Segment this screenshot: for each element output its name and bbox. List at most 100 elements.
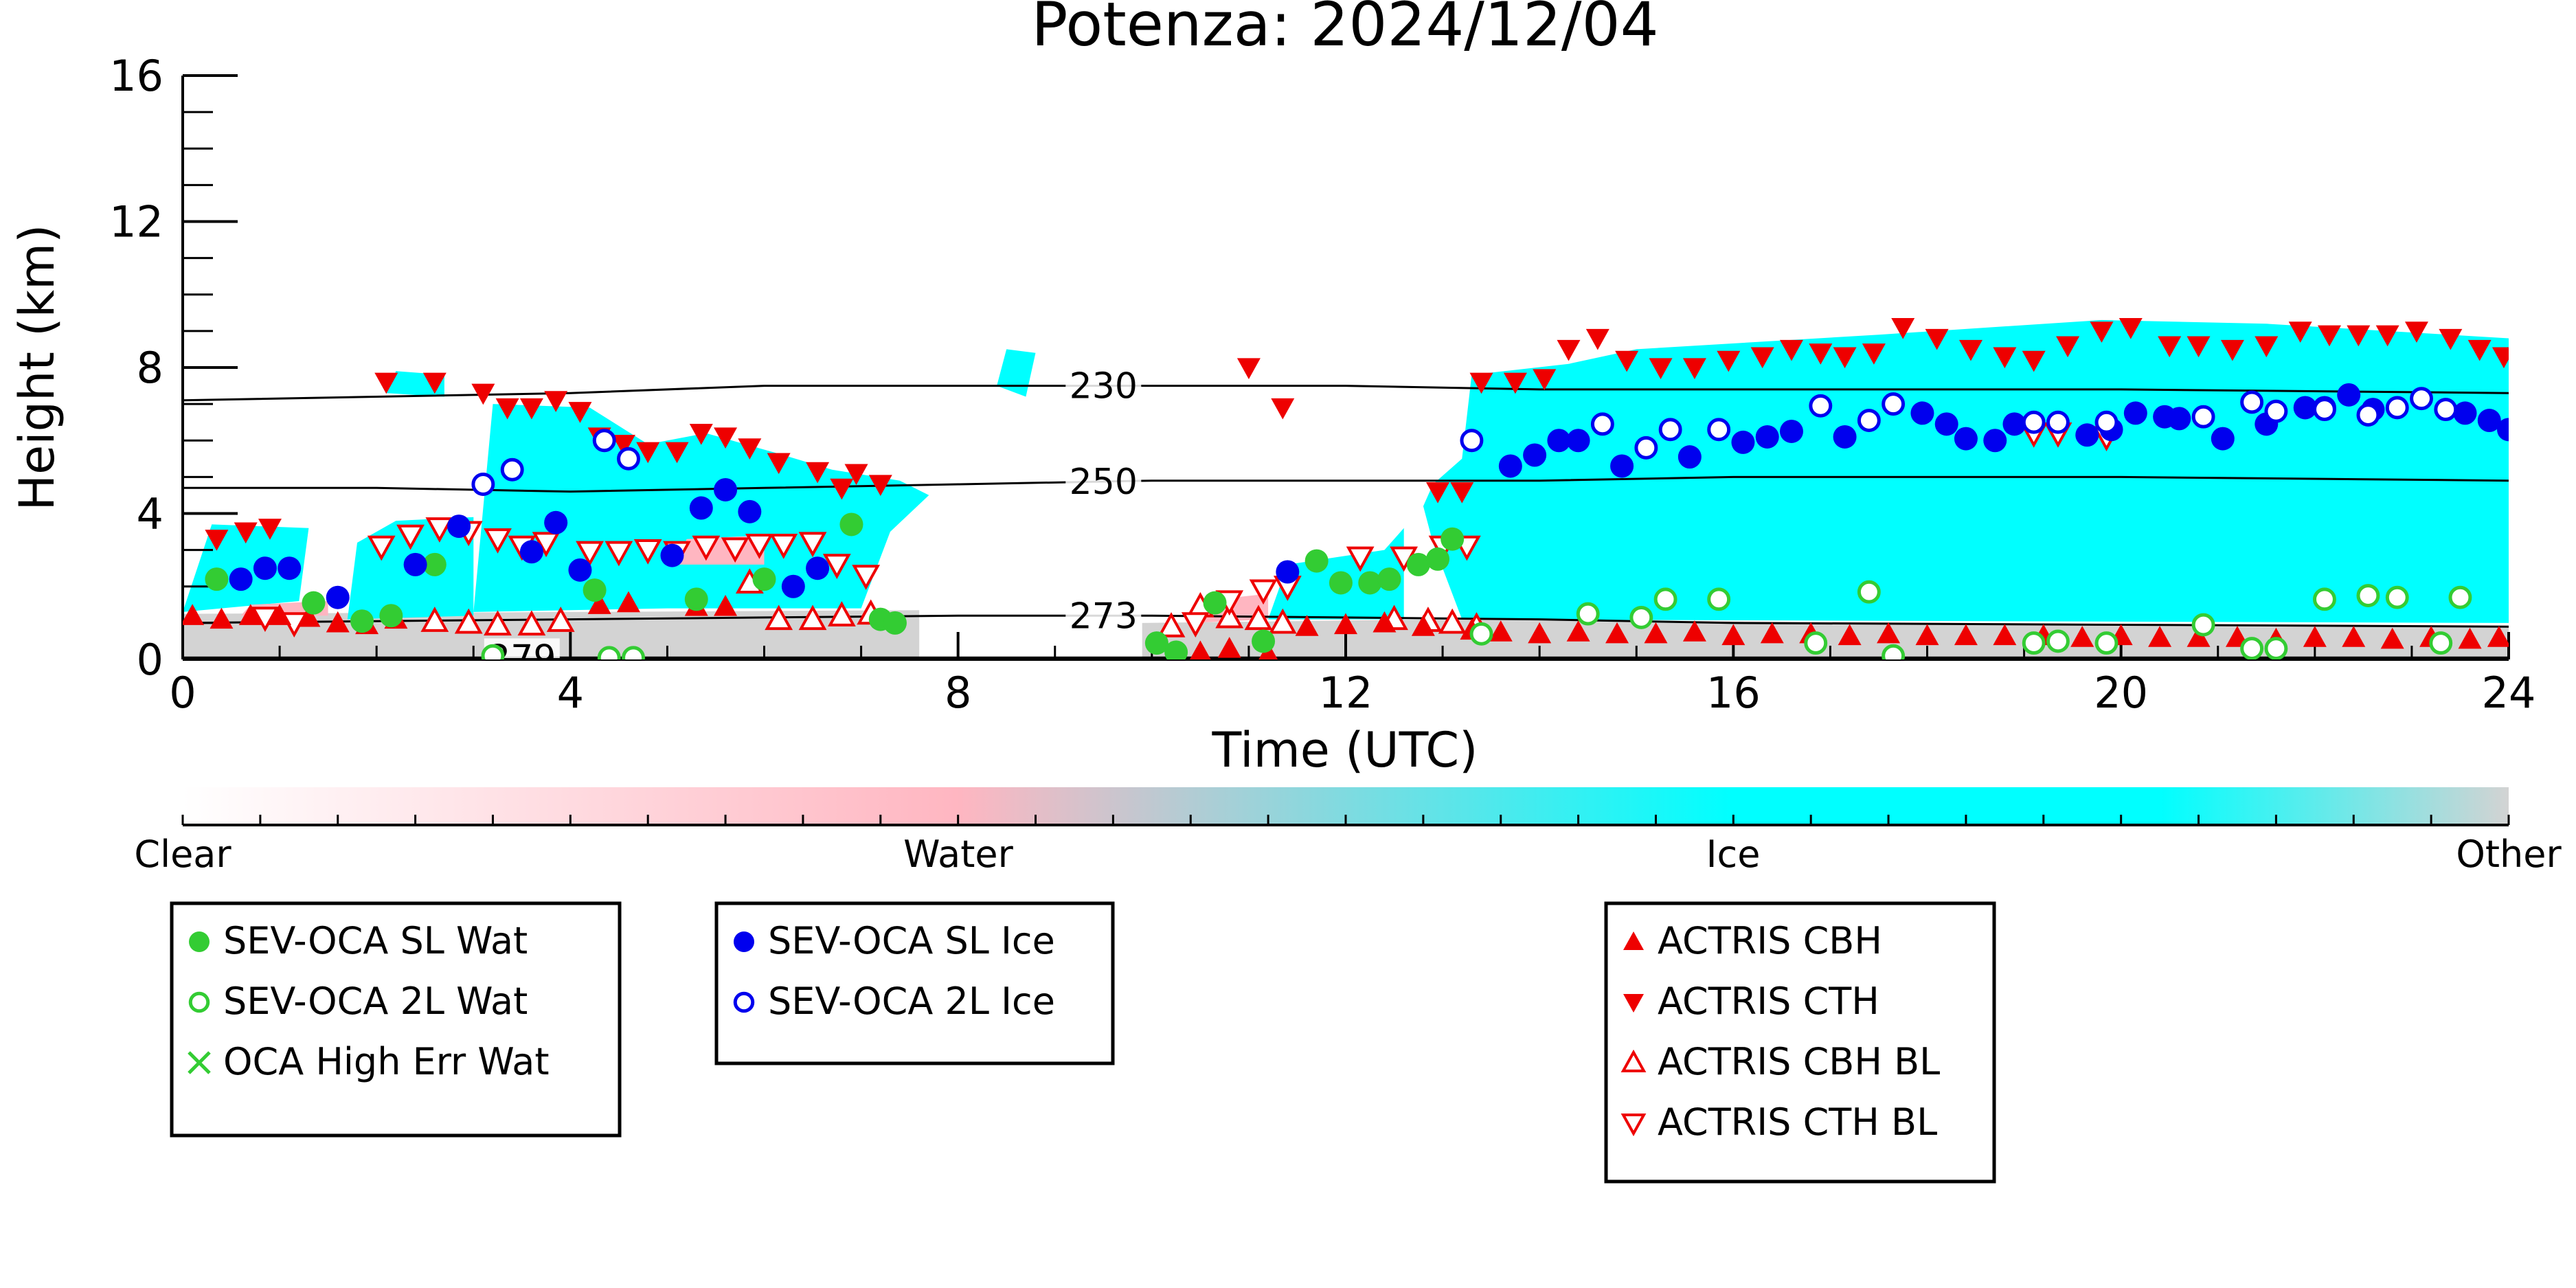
point-actris-cth [2467,339,2492,361]
point-sev-oca-2l-ice [2191,405,2215,429]
point-sev-oca-2l-ice [2434,398,2458,422]
point-sev-oca-sl-wat [1406,552,1430,576]
legend-item-sev-oca-2l-ice: SEV-OCA 2L Ice [768,980,1055,1023]
point-sev-oca-2l-ice [1857,409,1881,432]
point-actris-cbh-bl [1268,608,1297,634]
legend-3: ACTRIS CBH ACTRIS CTH ACTRIS CBH BL ACTRIS … [1604,901,1996,1184]
legend-item-oca-high-err-wat: OCA High Err Wat [223,1040,550,1083]
legend-item-sev-oca-2l-wat: SEV-OCA 2L Wat [223,980,528,1023]
point-actris-cbh-bl [484,610,512,636]
x-tick-label: 8 [945,668,971,718]
cloud-region-8 [1423,319,2509,623]
point-sev-oca-sl-ice [1547,429,1571,453]
legend-marker-sev-oca-sl-ice [734,931,754,952]
point-actris-cth [2317,325,2341,347]
point-sev-oca-sl-ice [2211,427,2235,451]
point-actris-cth [422,372,447,394]
point-sev-oca-sl-ice [447,515,471,539]
point-sev-oca-2l-ice [2094,410,2119,434]
x-tick-label: 12 [1319,668,1373,718]
point-sev-oca-sl-wat [1358,571,1382,595]
point-sev-oca-sl-ice [1954,427,1978,451]
point-actris-cth [1426,482,1450,504]
point-sev-oca-2l-wat [1653,587,1677,611]
point-actris-cbh [1721,624,1745,646]
point-sev-oca-2l-ice [592,429,616,453]
point-actris-cbh [238,604,262,625]
point-actris-cth [1236,358,1261,379]
point-sev-oca-2l-wat [2046,629,2070,653]
x-tick-label: 4 [557,668,584,718]
point-sev-oca-sl-ice [1934,412,1958,436]
point-sev-oca-sl-ice [2453,401,2477,425]
point-actris-cbh [1644,622,1668,644]
colorbar-label-water: Water [903,833,1013,876]
point-actris-cth [568,402,592,423]
point-actris-cth [1271,398,1295,420]
point-sev-oca-sl-wat [1329,571,1353,595]
point-actris-cbh-bl [827,601,856,626]
point-actris-cbh-bl [1215,602,1244,629]
point-actris-cbh [1334,613,1357,635]
point-actris-cth [234,522,258,544]
point-sev-oca-2l-ice [2022,410,2046,434]
point-actris-cbh [1190,640,1211,659]
point-actris-cbh [2487,626,2509,647]
point-sev-oca-2l-wat [1707,587,1731,611]
point-sev-oca-sl-ice [2293,396,2317,420]
point-actris-cth-bl [532,532,561,558]
point-sev-oca-2l-ice [2240,390,2264,414]
point-actris-cth [738,438,762,460]
contour-230 [183,385,2509,402]
point-sev-oca-sl-ice [1566,429,1590,453]
point-sev-oca-sl-ice [1523,443,1547,467]
point-sev-oca-sl-ice [1677,445,1702,469]
point-actris-cbh-bl [765,605,793,631]
point-actris-cth-bl [692,535,721,561]
legend-marker-actris-cth-bl [1620,1114,1647,1137]
point-sev-oca-sl-ice [544,510,568,534]
point-actris-cth [1993,347,2017,369]
point-actris-cbh-bl [454,608,483,634]
point-actris-cth-bl [798,532,827,558]
point-sev-oca-2l-ice [1460,429,1484,453]
data-marks [183,317,2509,659]
point-actris-cth-bl [852,565,881,590]
point-sev-oca-sl-ice [568,558,592,582]
point-actris-cth [258,519,282,540]
point-actris-cth [2022,350,2046,372]
point-actris-cth [767,453,791,475]
point-actris-cth [806,462,830,484]
legend-item-actris-cth-bl: ACTRIS CTH BL [1658,1100,1937,1144]
contour-273 [183,614,2509,628]
point-sev-oca-2l-wat [1469,622,1493,646]
point-actris-cbh [1605,622,1629,644]
point-actris-cth-bl [769,534,798,559]
point-sev-oca-2l-wat [1882,644,1906,659]
point-actris-cth [714,427,738,449]
legend-item-actris-cbh-bl: ACTRIS CBH BL [1658,1040,1940,1083]
point-sev-oca-2l-wat [2429,631,2453,655]
point-actris-cth [1925,328,1949,350]
legend-item-sev-oca-sl-wat: SEV-OCA SL Wat [223,919,528,962]
point-sev-oca-2l-wat [2022,631,2046,655]
point-sev-oca-sl-wat [1144,631,1168,655]
point-actris-cth-bl [1181,612,1210,637]
point-actris-cbh [326,611,350,633]
colorbar-label-other: Other [2456,833,2562,876]
point-actris-cbh-bl [420,607,449,632]
y-axis-label: Height (km) [9,225,65,511]
point-actris-cth [471,383,495,405]
cloud-region-6 [997,349,1036,397]
point-sev-oca-2l-wat [1576,602,1600,626]
point-actris-cth [1649,358,1673,379]
point-actris-cth [2056,336,2080,358]
point-sev-oca-sl-ice [2002,412,2026,436]
point-actris-cbh [714,594,738,616]
point-sev-oca-sl-ice [1610,454,1634,478]
point-actris-cth [2492,347,2509,369]
point-sev-oca-2l-ice [617,447,640,471]
point-actris-cbh [268,604,292,625]
point-sev-oca-2l-ice [500,457,524,482]
point-actris-cth [519,398,543,420]
